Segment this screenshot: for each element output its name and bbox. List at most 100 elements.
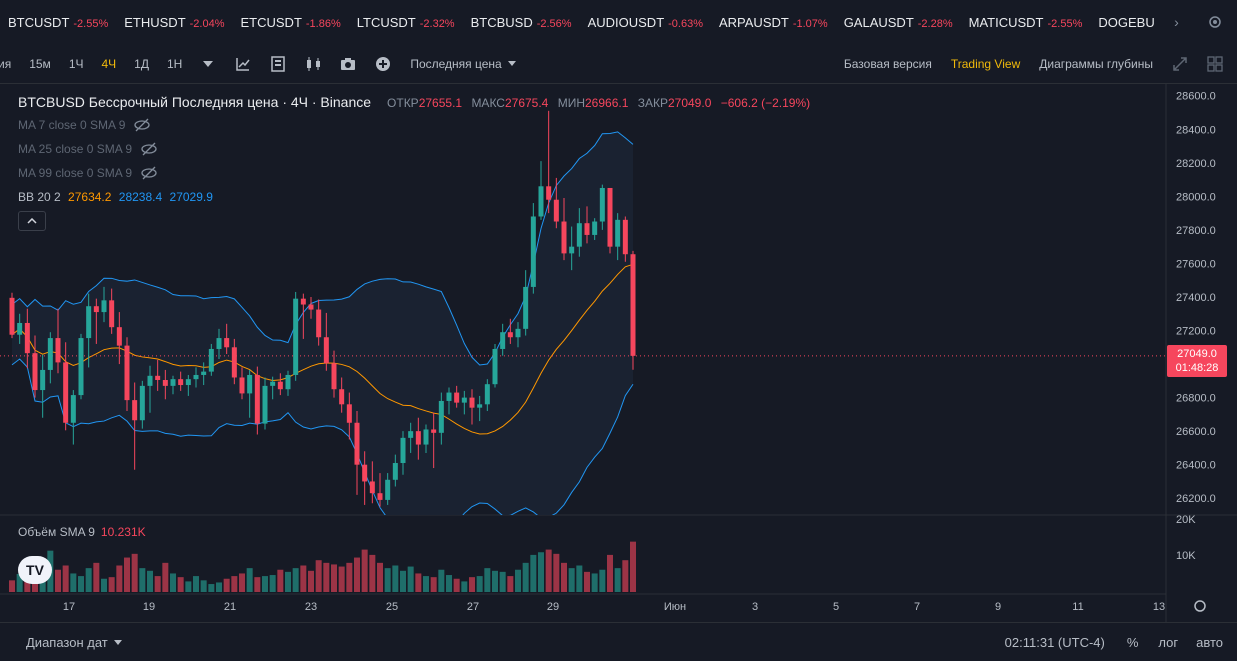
volume-bar bbox=[630, 541, 636, 592]
candle-body bbox=[208, 348, 214, 372]
ticker-change: -1.07% bbox=[792, 17, 828, 30]
candle-body bbox=[239, 377, 245, 394]
y-tick-label: 26200.0 bbox=[1176, 493, 1216, 505]
candle-body bbox=[216, 338, 222, 349]
ticker-strip: BTCUSDT -2.55% ETHUSDT -2.04% ETCUSDT -1.86% L… bbox=[0, 0, 1237, 44]
ma25-indicator[interactable]: MA 25 close 0 SMA 9 bbox=[18, 142, 158, 156]
date-range-button[interactable]: Диапазон дат bbox=[26, 635, 122, 650]
x-tick-label: 25 bbox=[386, 601, 398, 613]
x-tick-label: 17 bbox=[63, 601, 75, 613]
ticker-item[interactable]: DOGEBU bbox=[1098, 15, 1154, 30]
candle-body bbox=[362, 464, 368, 482]
ma7-indicator[interactable]: MA 7 close 0 SMA 9 bbox=[18, 118, 151, 132]
ticker-nav: › bbox=[1160, 0, 1237, 44]
candle-body bbox=[615, 219, 621, 247]
ticker-change: -2.55% bbox=[73, 17, 109, 30]
change-value: −606.2 (−2.19%) bbox=[720, 96, 811, 110]
price-chart[interactable]: 28600.0 28400.0 28200.0 28000.0 27800.0 27600… bbox=[0, 84, 1237, 622]
candle-body bbox=[592, 221, 598, 235]
candle-body bbox=[300, 298, 306, 305]
symbol-title: BTCBUSD Бессрочный Последняя цена · 4Ч ·… bbox=[18, 94, 372, 110]
interval-1[interactable]: 15м bbox=[29, 56, 51, 71]
fullscreen-icon[interactable] bbox=[1172, 56, 1188, 72]
candle-body bbox=[461, 397, 467, 403]
indicators-icon[interactable] bbox=[235, 56, 251, 72]
add-icon[interactable] bbox=[375, 56, 391, 72]
volume-bar bbox=[584, 571, 590, 592]
volume-bar bbox=[476, 576, 483, 592]
interval-3[interactable]: 4Ч bbox=[101, 56, 117, 71]
camera-icon[interactable] bbox=[340, 56, 356, 72]
date-range-label: Диапазон дат bbox=[26, 634, 108, 650]
volume-bar bbox=[193, 576, 199, 592]
price-type-label: Последняя цена bbox=[410, 56, 502, 71]
bollinger-band-fill bbox=[12, 131, 633, 515]
volume-bar bbox=[568, 568, 575, 592]
candle-body bbox=[101, 300, 107, 313]
candle-body bbox=[400, 437, 406, 464]
view-basic[interactable]: Базовая версия bbox=[843, 57, 932, 71]
ticker-symbol: DOGEBU bbox=[1098, 14, 1155, 30]
ticker-item[interactable]: ETHUSDT -2.04% bbox=[124, 15, 224, 30]
candle-body bbox=[507, 332, 513, 338]
volume-bar bbox=[522, 562, 529, 592]
volume-bar bbox=[561, 562, 567, 592]
view-depth[interactable]: Диаграммы глубины bbox=[1039, 57, 1153, 71]
y-tick-label: 26400.0 bbox=[1176, 460, 1216, 472]
high-label: МАКС bbox=[471, 96, 505, 110]
volume-bar bbox=[614, 568, 621, 592]
candle-body bbox=[331, 363, 337, 390]
interval-2[interactable]: 1Ч bbox=[68, 56, 84, 71]
candle-body bbox=[293, 298, 299, 375]
volume-bar bbox=[285, 571, 291, 592]
view-switcher: Базовая версия Trading View Диаграммы гл… bbox=[844, 44, 1237, 84]
settings-icon[interactable] bbox=[1207, 14, 1223, 30]
interval-4[interactable]: 1Д bbox=[134, 56, 149, 71]
high-value: 27675.4 bbox=[504, 96, 549, 110]
ticker-item[interactable]: GALAUSDT -2.28% bbox=[844, 15, 953, 30]
auto-toggle[interactable]: авто bbox=[1196, 635, 1223, 650]
ticker-change: -2.32% bbox=[419, 17, 455, 30]
price-type-select[interactable]: Последняя цена bbox=[410, 56, 516, 71]
ticker-item[interactable]: BTCBUSD -2.56% bbox=[471, 15, 572, 30]
bollinger-lower-line bbox=[11, 358, 634, 515]
ticker-symbol: BTCUSDT bbox=[8, 14, 70, 30]
volume-bar bbox=[576, 565, 583, 592]
layout-grid-icon[interactable] bbox=[1207, 56, 1223, 72]
ohlc-values: ОТКР27655.1 МАКС27675.4 МИН26966.1 ЗАКР2… bbox=[381, 96, 810, 110]
ticker-item[interactable]: BTCUSDT -2.55% bbox=[8, 15, 108, 30]
view-tradingview[interactable]: Trading View bbox=[950, 57, 1021, 71]
ticker-item[interactable]: ARPAUSDT -1.07% bbox=[719, 15, 828, 30]
ticker-symbol: ARPAUSDT bbox=[719, 14, 789, 30]
close-label: ЗАКР bbox=[637, 96, 668, 110]
percent-toggle[interactable]: % bbox=[1126, 635, 1139, 650]
ticker-item[interactable]: ETCUSDT -1.86% bbox=[241, 15, 341, 30]
volume-bar bbox=[162, 562, 169, 592]
ticker-item[interactable]: AUDIOUSDT -0.63% bbox=[588, 15, 703, 30]
x-tick-label: 19 bbox=[143, 601, 155, 613]
chevron-down-icon bbox=[507, 61, 516, 66]
chevron-right-icon[interactable]: › bbox=[1174, 14, 1179, 30]
template-icon[interactable] bbox=[270, 55, 286, 72]
ma99-indicator[interactable]: MA 99 close 0 SMA 9 bbox=[18, 166, 158, 180]
collapse-legend-button[interactable] bbox=[18, 211, 46, 231]
candle-style-icon[interactable] bbox=[305, 56, 321, 72]
candle-body bbox=[86, 306, 92, 339]
ticker-symbol: LTCUSDT bbox=[356, 14, 416, 30]
volume-bar bbox=[200, 580, 207, 592]
x-tick-label: 11 bbox=[1072, 601, 1083, 613]
dropdown-arrow-icon[interactable] bbox=[200, 56, 216, 72]
bb-indicator[interactable]: BB 20 2 27634.2 28238.4 27029.9 bbox=[18, 190, 213, 204]
ticker-item[interactable]: LTCUSDT -2.32% bbox=[357, 15, 455, 30]
x-tick-label: Июн bbox=[664, 601, 686, 613]
clock[interactable]: 02:11:31 (UTC-4) bbox=[1004, 635, 1105, 650]
tradingview-logo[interactable]: TV bbox=[18, 556, 52, 584]
candle-body bbox=[369, 481, 375, 494]
candle-body bbox=[155, 375, 161, 380]
candle-body bbox=[630, 254, 636, 356]
ticker-item[interactable]: MATICUSDT -2.55% bbox=[969, 15, 1083, 30]
interval-5[interactable]: 1Н bbox=[166, 56, 183, 71]
ma7-label: MA 7 close 0 SMA 9 bbox=[18, 118, 126, 132]
interval-0[interactable]: ия bbox=[0, 56, 12, 71]
log-toggle[interactable]: лог bbox=[1158, 635, 1179, 650]
